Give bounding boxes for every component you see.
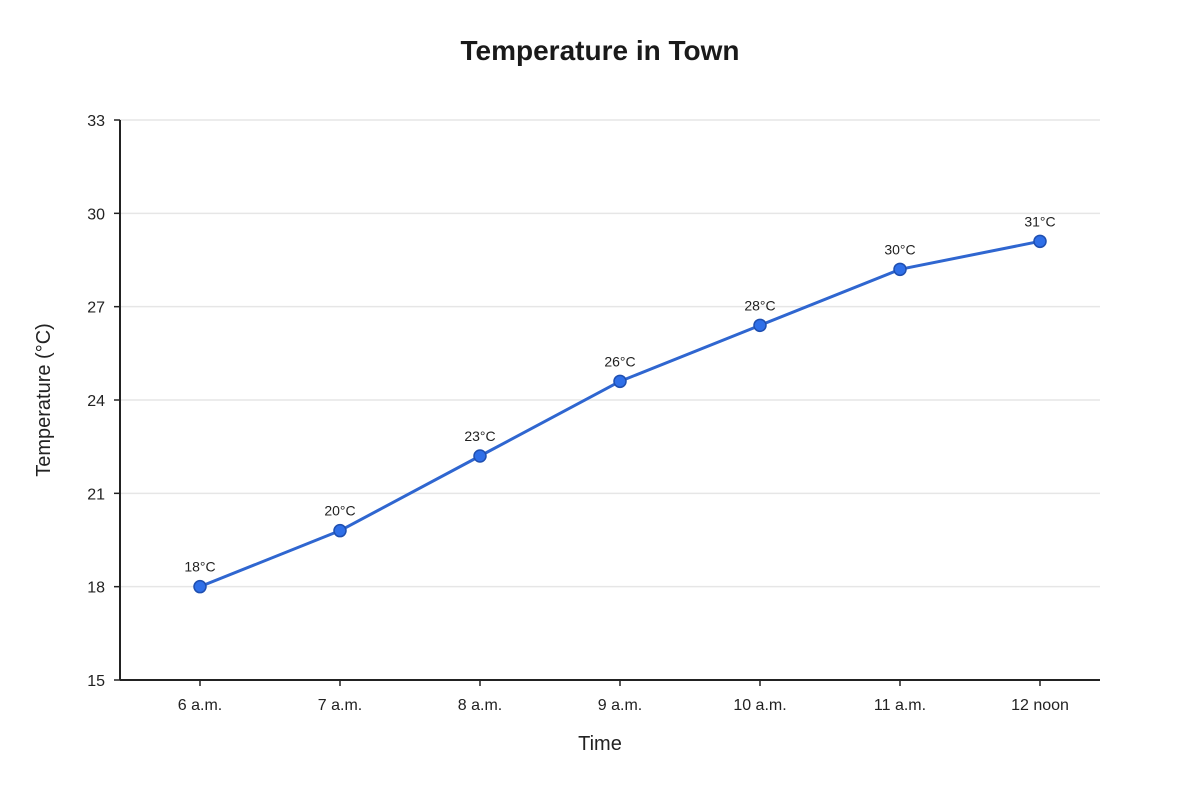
x-tick-label: 6 a.m.	[178, 697, 222, 714]
data-label: 28°C	[744, 297, 775, 313]
x-axis-label: Time	[578, 733, 622, 755]
y-tick-label: 33	[87, 113, 105, 130]
data-label: 26°C	[604, 353, 635, 369]
series-line	[198, 239, 1042, 589]
y-axis-ticks: 15 18 21 24 27 30 33	[87, 113, 120, 690]
data-point	[753, 318, 767, 333]
x-tick-label: 8 a.m.	[458, 697, 502, 714]
y-axis-label: Temperature (°C)	[33, 323, 55, 477]
y-tick-label: 24	[87, 393, 105, 410]
x-tick-label: 12 noon	[1011, 697, 1069, 714]
data-label: 20°C	[324, 503, 355, 519]
chart-title: Temperature in Town	[461, 35, 740, 66]
data-point	[1033, 234, 1047, 249]
y-tick-label: 27	[87, 300, 105, 317]
data-point	[473, 449, 487, 463]
data-label: 18°C	[184, 559, 215, 575]
data-label: 30°C	[884, 241, 915, 257]
y-tick-label: 21	[87, 486, 105, 503]
data-point	[893, 262, 907, 277]
x-tick-label: 10 a.m.	[733, 697, 786, 714]
x-tick-label: 9 a.m.	[598, 697, 642, 714]
x-axis-ticks: 6 a.m. 7 a.m. 8 a.m. 9 a.m. 10 a.m. 11 a.m. 12…	[178, 680, 1069, 714]
x-tick-label: 7 a.m.	[318, 697, 362, 714]
data-point	[193, 579, 207, 594]
data-point	[333, 523, 347, 538]
data-point	[613, 374, 627, 389]
y-tick-label: 18	[87, 580, 105, 597]
series-temperature	[193, 234, 1047, 594]
y-tick-label: 30	[87, 206, 105, 223]
data-labels: 18°C 20°C 23°C 26°C 28°C 30°C 31°C	[184, 213, 1055, 574]
grid-lines	[120, 119, 1100, 588]
x-tick-label: 11 a.m.	[874, 697, 926, 714]
y-tick-label: 15	[87, 673, 105, 690]
data-label: 31°C	[1024, 213, 1055, 229]
data-label: 23°C	[464, 428, 495, 444]
